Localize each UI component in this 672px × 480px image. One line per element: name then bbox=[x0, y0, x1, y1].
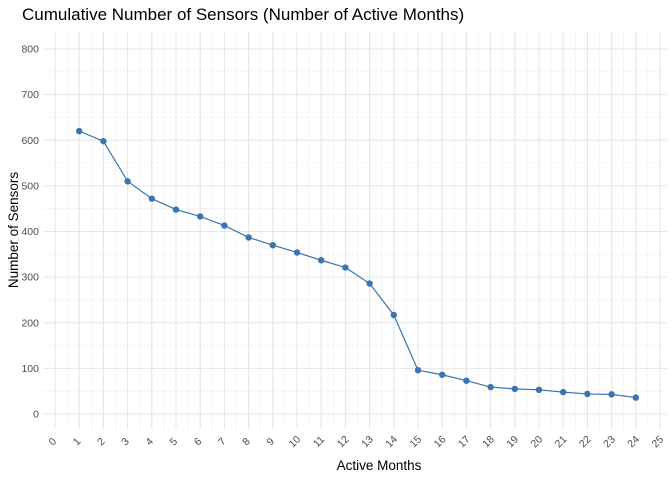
x-tick-label: 14 bbox=[383, 433, 400, 450]
data-point bbox=[318, 257, 325, 264]
x-tick-label: 3 bbox=[119, 435, 132, 448]
x-tick-label: 12 bbox=[335, 433, 352, 450]
y-tick-label: 600 bbox=[21, 135, 39, 147]
x-tick-label: 8 bbox=[240, 435, 253, 448]
y-tick-label: 400 bbox=[21, 226, 39, 238]
x-tick-label: 10 bbox=[287, 433, 304, 450]
data-point bbox=[560, 388, 567, 396]
x-tick-label: 24 bbox=[625, 433, 642, 450]
x-tick-label: 1 bbox=[71, 435, 84, 448]
series-line bbox=[78, 130, 636, 399]
data-point bbox=[487, 383, 494, 391]
x-tick-label: 2 bbox=[95, 435, 108, 448]
x-tick-label: 13 bbox=[359, 433, 376, 450]
x-tick-label: 11 bbox=[311, 434, 327, 450]
x-tick-label: 7 bbox=[216, 435, 229, 448]
data-point bbox=[439, 371, 446, 378]
data-point bbox=[148, 195, 155, 202]
data-point bbox=[269, 241, 276, 249]
x-tick-label: 9 bbox=[264, 435, 277, 448]
data-point bbox=[172, 206, 180, 213]
data-point bbox=[293, 249, 301, 256]
x-tick-label: 19 bbox=[504, 433, 521, 450]
x-tick-label: 20 bbox=[529, 433, 546, 450]
y-axis-title: Number of Sensors bbox=[6, 172, 21, 289]
data-point bbox=[76, 127, 83, 135]
y-tick-label: 200 bbox=[21, 317, 39, 329]
data-point bbox=[584, 390, 591, 398]
data-point bbox=[535, 386, 543, 394]
data-point bbox=[124, 178, 131, 185]
y-tick-label: 300 bbox=[21, 272, 39, 284]
x-tick-label: 22 bbox=[577, 433, 594, 450]
x-tick-label: 25 bbox=[650, 433, 667, 450]
data-point bbox=[632, 394, 639, 401]
y-tick-label: 0 bbox=[33, 409, 39, 421]
x-tick-label: 18 bbox=[480, 433, 497, 450]
data-point bbox=[463, 377, 470, 384]
x-tick-label: 23 bbox=[601, 433, 618, 450]
data-point bbox=[511, 385, 518, 393]
x-tick-label: 15 bbox=[408, 433, 425, 450]
x-tick-label: 17 bbox=[456, 433, 473, 450]
data-point bbox=[390, 311, 397, 319]
y-tick-label: 800 bbox=[21, 44, 39, 56]
x-tick-label: 4 bbox=[143, 435, 156, 448]
data-point bbox=[608, 391, 615, 398]
data-point bbox=[197, 213, 204, 220]
data-point bbox=[100, 137, 107, 145]
x-tick-label: 0 bbox=[47, 435, 60, 448]
x-tick-label: 5 bbox=[168, 435, 181, 448]
x-tick-label: 16 bbox=[432, 433, 449, 450]
y-tick-label: 500 bbox=[21, 180, 39, 192]
data-point bbox=[221, 222, 228, 229]
data-point bbox=[342, 264, 349, 271]
x-tick-label: 21 bbox=[553, 433, 570, 450]
y-tick-label: 100 bbox=[21, 363, 39, 375]
chart-title: Cumulative Number of Sensors (Number of … bbox=[22, 5, 465, 24]
y-tick-label: 700 bbox=[21, 89, 39, 101]
data-point bbox=[245, 234, 252, 241]
data-point bbox=[366, 280, 373, 287]
x-axis-title: Active Months bbox=[337, 458, 422, 473]
data-point bbox=[414, 367, 422, 374]
x-tick-label: 6 bbox=[192, 435, 205, 448]
